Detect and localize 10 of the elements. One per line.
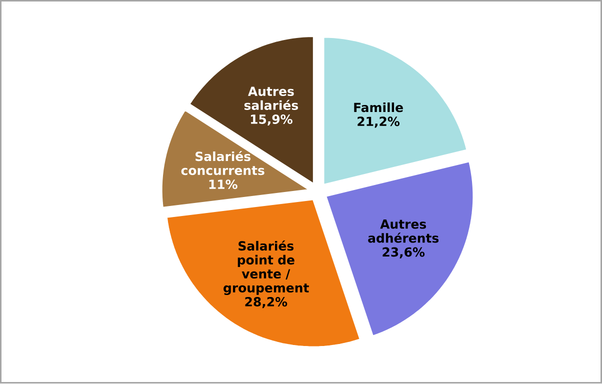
slice-label: Autres salariés xyxy=(244,86,298,110)
slice-label: Autres adhérents xyxy=(368,220,439,243)
data-label: 21,2% xyxy=(358,116,400,128)
slice-label: Famille xyxy=(354,102,403,112)
slice-label: Salariés concurrents xyxy=(181,151,264,176)
data-label: 15,9% xyxy=(250,114,292,126)
data-label: 28,2% xyxy=(245,297,288,308)
data-label: 11% xyxy=(209,180,238,190)
data-label: 23,6% xyxy=(382,248,425,259)
slice-label: Salariés point de vente / groupement xyxy=(224,240,309,296)
